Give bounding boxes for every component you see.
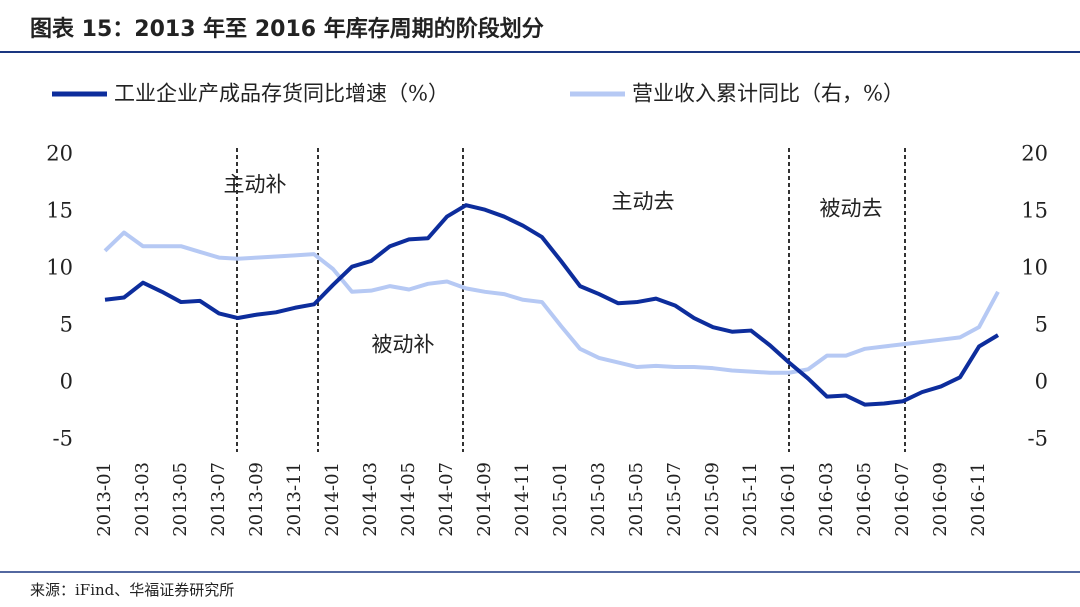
x-tick-label: 2013-05	[170, 462, 191, 537]
x-tick-label: 2016-05	[854, 462, 875, 537]
x-tick-label: 2016-03	[816, 462, 837, 537]
x-tick-label: 2014-09	[474, 462, 495, 537]
x-tick-label: 2014-01	[322, 462, 343, 537]
x-tick-label: 2016-09	[930, 462, 951, 537]
x-tick-label: 2014-05	[398, 462, 419, 537]
chart-title: 图表 15：2013 年至 2016 年库存周期的阶段划分	[30, 16, 544, 42]
legend-label: 工业企业产成品存货同比增速（%）	[114, 82, 449, 106]
x-tick-label: 2013-03	[132, 462, 153, 537]
annotation: 主动去	[612, 190, 675, 214]
x-tick-label: 2015-07	[664, 462, 685, 537]
y-tick-label: 5	[60, 313, 73, 337]
x-tick-label: 2015-05	[626, 462, 647, 537]
x-tick-label: 2016-07	[892, 462, 913, 537]
y2-tick-label: -5	[1028, 427, 1048, 451]
x-tick-label: 2013-07	[208, 462, 229, 537]
y-tick-label: 10	[46, 256, 73, 280]
y2-tick-label: 5	[1035, 313, 1048, 337]
x-tick-label: 2013-11	[284, 462, 305, 537]
y-tick-label: 15	[46, 199, 73, 223]
x-tick-label: 2014-07	[436, 462, 457, 537]
y2-tick-label: 15	[1021, 199, 1048, 223]
x-tick-label: 2013-09	[246, 462, 267, 537]
legend-label: 营业收入累计同比（右，%）	[632, 82, 904, 106]
x-tick-label: 2014-11	[512, 462, 533, 537]
x-tick-label: 2015-09	[702, 462, 723, 537]
y-tick-label: -5	[53, 427, 73, 451]
x-tick-label: 2016-01	[778, 462, 799, 537]
y2-tick-label: 20	[1021, 142, 1048, 166]
source: 来源：iFind、华福证券研究所	[30, 581, 234, 599]
series-line	[104, 203, 1000, 407]
annotation: 被动补	[372, 333, 435, 357]
y2-tick-label: 10	[1021, 256, 1048, 280]
x-tick-label: 2015-03	[588, 462, 609, 537]
x-tick-label: 2013-01	[94, 462, 115, 537]
y-tick-label: 20	[46, 142, 73, 166]
y-tick-label: 0	[60, 370, 73, 394]
annotation: 主动补	[224, 173, 287, 197]
x-tick-label: 2014-03	[360, 462, 381, 537]
y2-tick-label: 0	[1035, 370, 1048, 394]
annotation: 被动去	[820, 197, 883, 221]
x-tick-label: 2015-01	[550, 462, 571, 537]
x-tick-label: 2015-11	[740, 462, 761, 537]
x-tick-label: 2016-11	[968, 462, 989, 537]
series-line	[103, 230, 1000, 375]
